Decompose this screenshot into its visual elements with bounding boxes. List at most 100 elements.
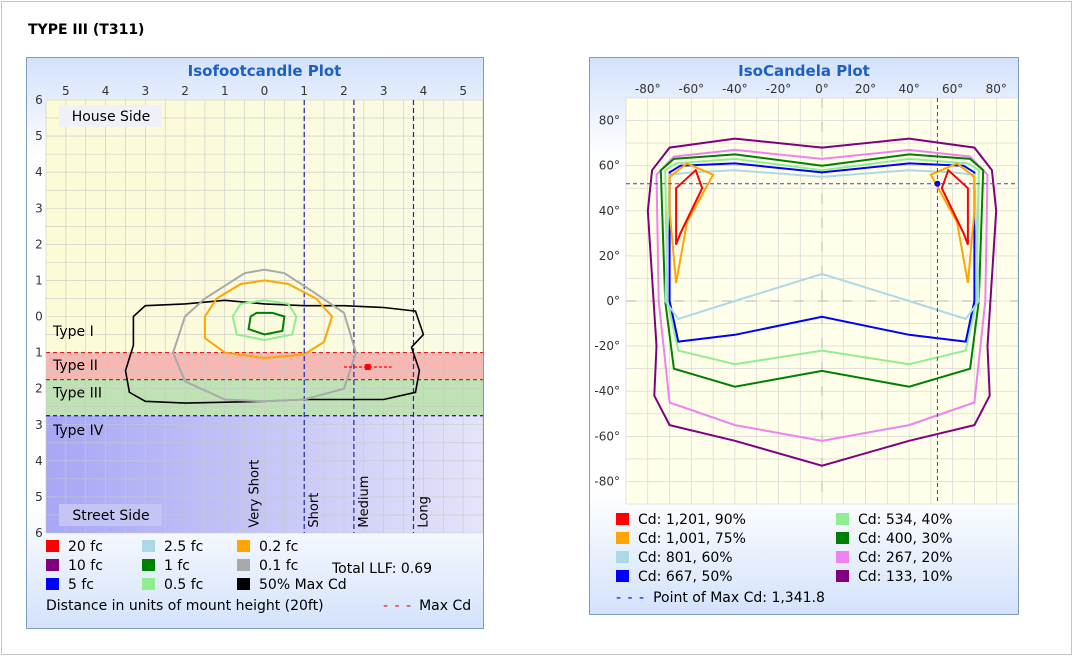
legend-label: 1 fc xyxy=(164,558,190,574)
legend-item: Cd: 1,201, 90% xyxy=(616,512,746,528)
x-tick-label: -40° xyxy=(722,82,748,96)
legend-swatch xyxy=(46,559,59,571)
contour-0-1-fc xyxy=(172,268,357,403)
legend-item: 1 fc xyxy=(142,558,190,574)
chart-title: IsoCandela Plot xyxy=(738,62,870,80)
contour-cd-667-50- xyxy=(668,162,976,343)
max-cd-legend: - - - Max Cd xyxy=(383,598,472,614)
contour-0-2-fc xyxy=(203,279,334,360)
legend-item: 5 fc xyxy=(46,577,94,593)
y-tick-label: 40° xyxy=(599,204,620,218)
legend-label: 50% Max Cd xyxy=(259,577,347,593)
contour-cd-1-201-90- xyxy=(940,168,969,245)
y-tick-label: 2 xyxy=(35,382,43,396)
legend-item: 50% Max Cd xyxy=(237,577,347,593)
max-point-legend: - - - Point of Max Cd: 1,341.8 xyxy=(616,590,825,606)
x-tick-label: 5 xyxy=(459,84,467,98)
legend-item: 2.5 fc xyxy=(142,539,203,555)
legend-label: Cd: 1,001, 75% xyxy=(638,531,746,547)
x-tick-label: 2 xyxy=(340,84,348,98)
legend-label: Cd: 133, 10% xyxy=(858,569,953,585)
y-tick-label: 4 xyxy=(35,165,43,179)
legend-item: Cd: 1,001, 75% xyxy=(616,531,746,547)
range-label: Long xyxy=(416,496,431,527)
x-tick-label: 2 xyxy=(181,84,189,98)
x-tick-label: 4 xyxy=(420,84,428,98)
x-tick-label: 20° xyxy=(855,82,876,96)
x-tick-label: 1 xyxy=(300,84,308,98)
max-cd-marker xyxy=(364,364,371,371)
contour-0-5-fc xyxy=(231,299,298,342)
type-label: Type II xyxy=(52,358,98,374)
max-point-label: Point of Max Cd: 1,341.8 xyxy=(653,590,825,606)
max-point-marker xyxy=(934,180,941,187)
legend-label: Cd: 267, 20% xyxy=(858,550,953,566)
legend-item: Cd: 133, 10% xyxy=(836,569,953,585)
legend-swatch xyxy=(237,559,250,571)
x-tick-label: -80° xyxy=(635,82,661,96)
contour-cd-1-201-90- xyxy=(675,168,704,245)
legend-item: Cd: 267, 20% xyxy=(836,550,953,566)
contour-cd-267-20- xyxy=(655,148,989,442)
y-tick-label: 5 xyxy=(35,129,43,143)
contour-cd-133-10- xyxy=(646,137,998,467)
page-title: TYPE III (T311) xyxy=(28,22,145,38)
y-tick-label: 1 xyxy=(35,346,43,360)
x-tick-label: 80° xyxy=(986,82,1007,96)
legend-item: 0.5 fc xyxy=(142,577,203,593)
street-side-box xyxy=(59,504,162,526)
y-tick-label: 6 xyxy=(35,93,43,107)
x-tick-label: -60° xyxy=(679,82,705,96)
legend-swatch xyxy=(237,540,250,552)
y-tick-label: 20° xyxy=(599,249,620,263)
legend-label: 0.5 fc xyxy=(164,577,204,593)
isofootcandle-panel: Isofootcandle Plot 5 4 3 2 1 0 1 2 3 4 5 6 5 4 3 2 1 0 1 2 3 4… xyxy=(26,57,484,629)
y-tick-label: 2 xyxy=(35,237,43,251)
chart-title: Isofootcandle Plot xyxy=(188,62,342,80)
x-tick-label: 3 xyxy=(380,84,388,98)
legend-swatch xyxy=(836,532,849,544)
distance-note: Distance in units of mount height (20ft) xyxy=(46,598,324,614)
legend-label: 0.1 fc xyxy=(259,558,299,574)
legend-swatch xyxy=(836,570,849,582)
legend-swatch xyxy=(616,551,629,563)
legend-item: Cd: 534, 40% xyxy=(836,512,953,528)
legend-swatch xyxy=(836,551,849,563)
legend-swatch xyxy=(237,578,250,590)
x-tick-label: 60° xyxy=(942,82,963,96)
house-side-box xyxy=(59,105,162,127)
contour-cd-1-001-75- xyxy=(929,162,976,284)
legend-item: Cd: 801, 60% xyxy=(616,550,733,566)
contour-cd-1-001-75- xyxy=(668,162,715,284)
y-tick-label: 6 xyxy=(35,526,43,540)
type-label: Type I xyxy=(52,324,94,340)
y-tick-label: 3 xyxy=(35,418,43,432)
y-tick-label: 4 xyxy=(35,454,43,468)
y-tick-label: 5 xyxy=(35,490,43,504)
legend-label: Cd: 1,201, 90% xyxy=(638,512,746,528)
legend-label: 0.2 fc xyxy=(259,539,299,555)
y-tick-label: 1 xyxy=(35,273,43,287)
contour-1-fc xyxy=(247,311,286,336)
x-tick-label: 5 xyxy=(62,84,70,98)
legend-label: Cd: 667, 50% xyxy=(638,569,733,585)
y-tick-label: -80° xyxy=(594,474,620,488)
x-tick-label: 40° xyxy=(898,82,919,96)
legend-swatch xyxy=(616,532,629,544)
legend-label: Cd: 534, 40% xyxy=(858,512,953,528)
x-tick-label: 0 xyxy=(261,84,269,98)
x-tick-label: 0° xyxy=(815,82,829,96)
legend-swatch xyxy=(616,513,629,525)
y-tick-label: 0° xyxy=(606,294,620,308)
legend-item: 0.2 fc xyxy=(237,539,298,555)
legend-label: 10 fc xyxy=(68,558,103,574)
legend-label: Cd: 801, 60% xyxy=(638,550,733,566)
legend-label: 2.5 fc xyxy=(164,539,204,555)
isocandela-panel: IsoCandela Plot -80° -60° -40° -20° 0° 20° 40° 6… xyxy=(589,57,1019,615)
x-tick-label: 3 xyxy=(141,84,149,98)
y-tick-label: 60° xyxy=(599,159,620,173)
y-tick-label: -60° xyxy=(594,429,620,443)
legend-label: 5 fc xyxy=(68,577,94,593)
legend-item: 20 fc xyxy=(46,539,103,555)
y-tick-label: -20° xyxy=(594,339,620,353)
